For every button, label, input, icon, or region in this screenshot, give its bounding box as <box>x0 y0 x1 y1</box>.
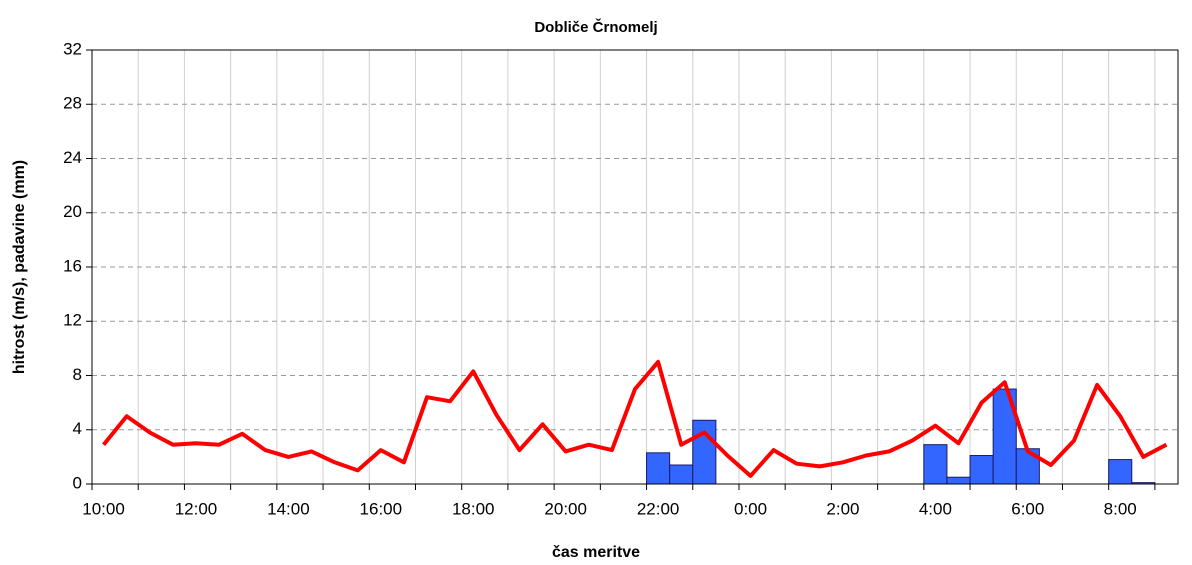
x-tick-label: 18:00 <box>452 499 495 518</box>
chart-title: Dobliče Črnomelj <box>534 18 657 36</box>
bar <box>1108 459 1133 485</box>
y-tick-label: 12 <box>63 311 82 330</box>
bar <box>969 455 994 485</box>
x-tick-label: 22:00 <box>637 499 680 518</box>
x-tick-label: 12:00 <box>175 499 218 518</box>
y-tick-label: 28 <box>63 94 82 113</box>
x-tick-label: 4:00 <box>919 499 952 518</box>
y-tick-label: 16 <box>63 256 82 275</box>
y-tick-label: 24 <box>63 148 82 167</box>
x-axis-title: čas meritve <box>552 544 640 561</box>
x-tick-label: 0:00 <box>734 499 767 518</box>
x-tick-label: 8:00 <box>1104 499 1137 518</box>
x-tick-label: 6:00 <box>1011 499 1044 518</box>
line <box>102 359 1168 478</box>
bar <box>669 464 694 485</box>
y-tick-label: 32 <box>63 39 82 58</box>
bar <box>946 476 971 485</box>
grid <box>86 49 1178 490</box>
y-tick-label: 8 <box>73 365 82 384</box>
plot-frame <box>91 49 1179 485</box>
bar <box>646 452 671 485</box>
y-tick-label: 0 <box>73 473 82 492</box>
marks <box>102 359 1168 485</box>
x-tick-label: 16:00 <box>360 499 403 518</box>
bar <box>692 419 717 485</box>
y-axis-title: hitrost (m/s), padavine (mm) <box>11 160 28 374</box>
bar <box>923 444 948 485</box>
y-tick-label: 20 <box>63 202 82 221</box>
x-tick-label: 20:00 <box>544 499 587 518</box>
y-tick-label: 4 <box>73 419 82 438</box>
x-tick-label: 10:00 <box>82 499 125 518</box>
x-tick-label: 2:00 <box>826 499 859 518</box>
x-tick-label: 14:00 <box>267 499 310 518</box>
